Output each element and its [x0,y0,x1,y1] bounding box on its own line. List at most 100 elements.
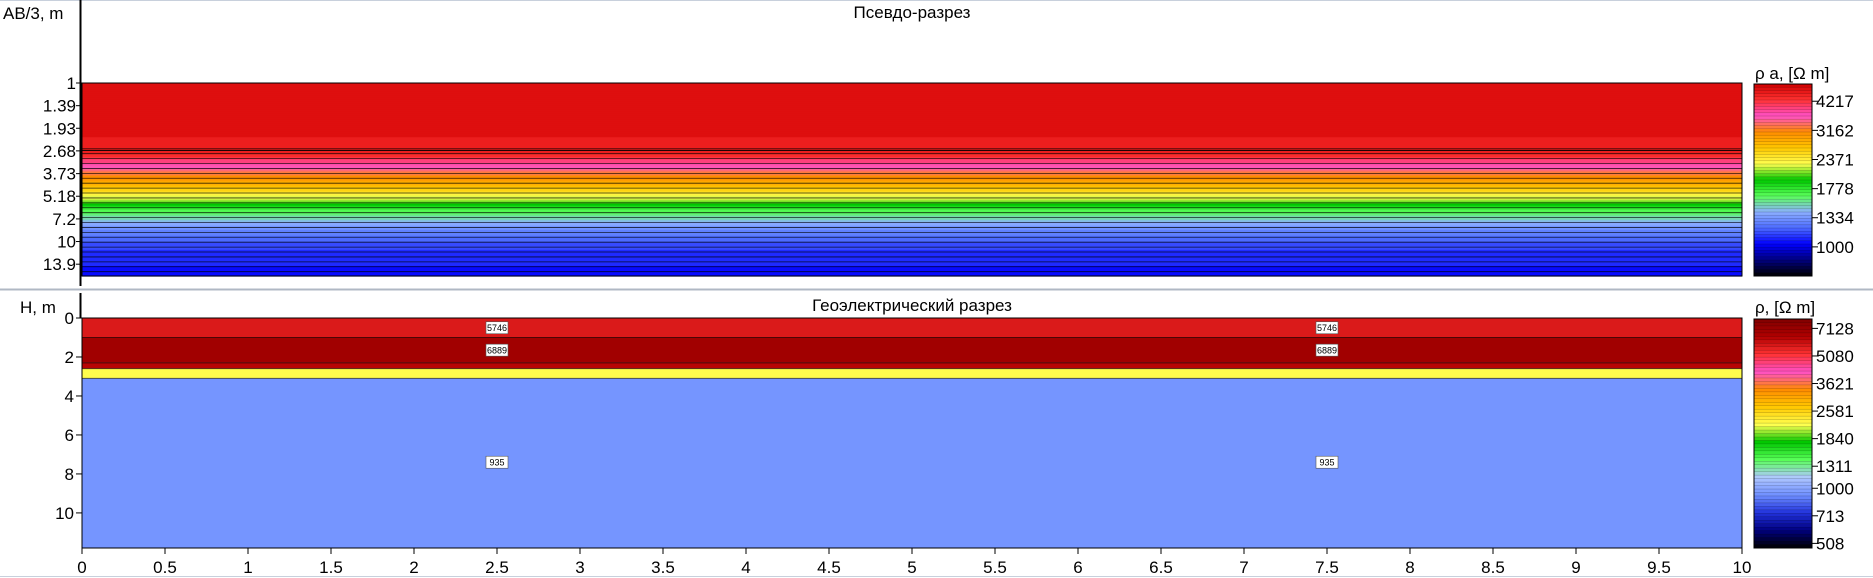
y-tick-label: 5.18 [43,187,76,206]
colorbar-swatch [1754,186,1812,190]
pseudo-section-band [82,95,1742,98]
colorbar-swatch [1754,440,1812,445]
pseudo-section-band [82,231,1742,235]
colorbar-swatch [1754,269,1812,274]
colorbar-tick-label: 1840 [1816,430,1854,449]
colorbar-swatch [1754,332,1812,337]
colorbar-swatch [1754,103,1812,107]
colorbar-tick-label: 3621 [1816,375,1854,394]
colorbar-swatch [1754,119,1812,123]
colorbar-swatch [1754,135,1812,139]
pseudo-section-title: Псевдо-разрез [854,3,971,22]
colorbar-swatch [1754,234,1812,238]
colorbar-swatch [1754,199,1812,203]
x-tick-label: 0 [77,558,86,577]
pseudo-section-frame [81,82,1743,277]
y-tick-label: 10 [57,233,76,252]
colorbar-swatch [1754,224,1812,229]
pseudo-section-colorbar-label: ρ a, [Ω m] [1755,64,1829,83]
pseudo-section-band [82,221,1742,225]
colorbar-swatch [1754,364,1812,368]
geoelectric-section-panel: Геоэлектрический разрез H, m 0 2 4 6 8 10 0 0.… [20,296,1854,577]
pseudo-section-band [82,113,1742,116]
pseudo-section-band [82,97,1742,100]
pseudo-section-band [82,127,1742,130]
colorbar-swatch [1754,506,1812,511]
x-tick-label: 3 [575,558,584,577]
colorbar-swatch [1754,100,1812,104]
colorbar-swatch [1754,409,1812,414]
geoelectric-layer [82,362,1742,369]
y-tick-label: 1 [67,74,76,93]
y-tick-label: 1.39 [43,97,76,116]
pseudo-section-band [82,243,1742,247]
geoelectric-section-ylabel: H, m [20,298,56,317]
colorbar-swatch [1754,343,1812,348]
y-tick-label: 2 [65,348,74,367]
colorbar-swatch [1754,353,1812,358]
pseudo-section-band [82,93,1742,96]
geoelectric-colorbar-label: ρ, [Ω m] [1755,298,1815,317]
colorbar-swatch [1754,464,1812,469]
colorbar-swatch [1754,336,1812,341]
pseudo-section-band [82,115,1742,118]
colorbar-tick-label: 7128 [1816,319,1854,338]
pseudo-section-band [82,209,1742,213]
colorbar-swatch [1754,384,1812,389]
colorbar-swatch [1754,244,1812,248]
colorbar-frame [1753,318,1813,549]
pseudo-section-band [82,161,1742,165]
pseudo-section-band [82,263,1742,267]
colorbar-swatch [1754,430,1812,434]
geoelectric-layer [82,378,1742,548]
pseudo-section-band [82,227,1742,231]
pseudo-section-band [82,249,1742,253]
colorbar-swatch [1754,141,1812,146]
x-tick-label: 2.5 [485,558,509,577]
pseudo-section-band [82,267,1742,271]
colorbar-swatch [1754,151,1812,155]
colorbar-tick-label: 713 [1816,507,1844,526]
y-tick-label: 2.68 [43,142,76,161]
colorbar-swatch [1754,423,1812,427]
x-tick-label: 5 [907,558,916,577]
x-tick-label: 10 [1733,558,1752,577]
colorbar-swatch [1754,374,1812,379]
colorbar-swatch [1754,231,1812,235]
x-tick-label: 6 [1073,558,1082,577]
colorbar-swatch [1754,160,1812,165]
colorbar-swatch [1754,164,1812,168]
pseudo-section-ylabel: AB/3, m [3,4,63,23]
pseudo-section-band [82,217,1742,221]
pseudo-section-band [82,171,1742,175]
pseudo-section-y-ticks: 1 1.39 1.93 2.68 3.73 5.18 7.2 10 13.9 [43,74,82,274]
colorbar-swatch [1754,489,1812,493]
colorbar-swatch [1754,329,1812,334]
y-tick-label: 7.2 [52,210,76,229]
pseudo-section-band [82,117,1742,120]
colorbar-swatch [1754,176,1812,181]
layer-label-box [1315,321,1339,335]
layer-label-box [1315,455,1339,469]
colorbar-swatch [1754,189,1812,194]
geoelectric-x-ticks: 0 0.5 1 1.5 2 2.5 3 3.5 4 4.5 5 5.5 6 6.5 7 7.5 8 8.5 9 9.5… [77,548,1751,577]
pseudo-section-band [82,205,1742,209]
pseudo-section-band [82,223,1742,227]
pseudo-section-colorbar: 4217 3162 2371 1778 1334 1000 [1753,83,1854,277]
colorbar-swatch [1754,357,1812,362]
colorbar-swatch [1754,125,1812,130]
pseudo-section-band [82,139,1742,142]
colorbar-swatch [1754,84,1812,88]
pseudo-section-band [82,133,1742,136]
colorbar-swatch [1754,443,1812,448]
colorbar-swatch [1754,457,1812,462]
x-tick-label: 7.5 [1315,558,1339,577]
geoelectric-layer [82,368,1742,379]
colorbar-swatch [1754,346,1812,351]
pseudo-section-band [82,105,1742,108]
pseudo-section-band [82,253,1742,257]
colorbar-swatch [1754,471,1812,476]
colorbar-tick-label: 3162 [1816,121,1854,140]
geoelectric-layer [82,318,1742,338]
colorbar-tick-label: 1000 [1816,238,1854,257]
